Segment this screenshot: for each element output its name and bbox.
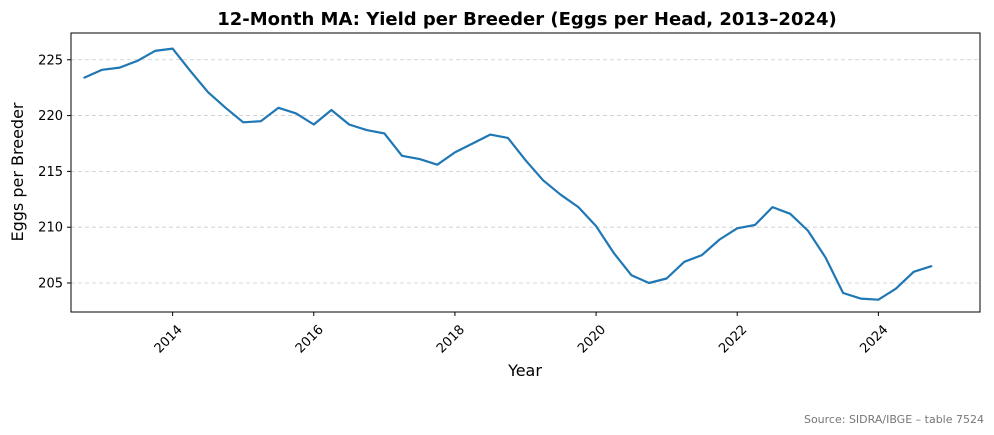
series-layer (83, 47, 933, 301)
x-tick-label: 2016 (293, 322, 327, 356)
x-axis-label: Year (507, 361, 542, 380)
x-tick-label: 2024 (857, 322, 891, 356)
x-axis-ticks: 2014 2016 2018 2020 2022 2024 (152, 312, 891, 356)
y-tick-label: 215 (38, 165, 63, 180)
source-note: Source: SIDRA/IBGE – table 7524 (804, 413, 984, 426)
series-line (83, 47, 933, 301)
y-axis-label: Eggs per Breeder (8, 102, 27, 241)
y-grid (71, 59, 980, 284)
x-tick-label: 2022 (716, 322, 750, 356)
x-tick-label: 2014 (152, 322, 186, 356)
y-tick-label: 225 (38, 53, 63, 68)
y-tick-label: 205 (38, 276, 63, 291)
x-tick-label: 2020 (575, 322, 609, 356)
chart-title: 12-Month MA: Yield per Breeder (Eggs per… (217, 9, 837, 30)
y-tick-label: 210 (38, 221, 63, 236)
y-tick-label: 220 (38, 109, 63, 124)
x-tick-label: 2018 (434, 322, 468, 356)
y-axis-ticks: 205 210 215 220 225 (38, 53, 71, 291)
plot-frame (70, 32, 981, 313)
